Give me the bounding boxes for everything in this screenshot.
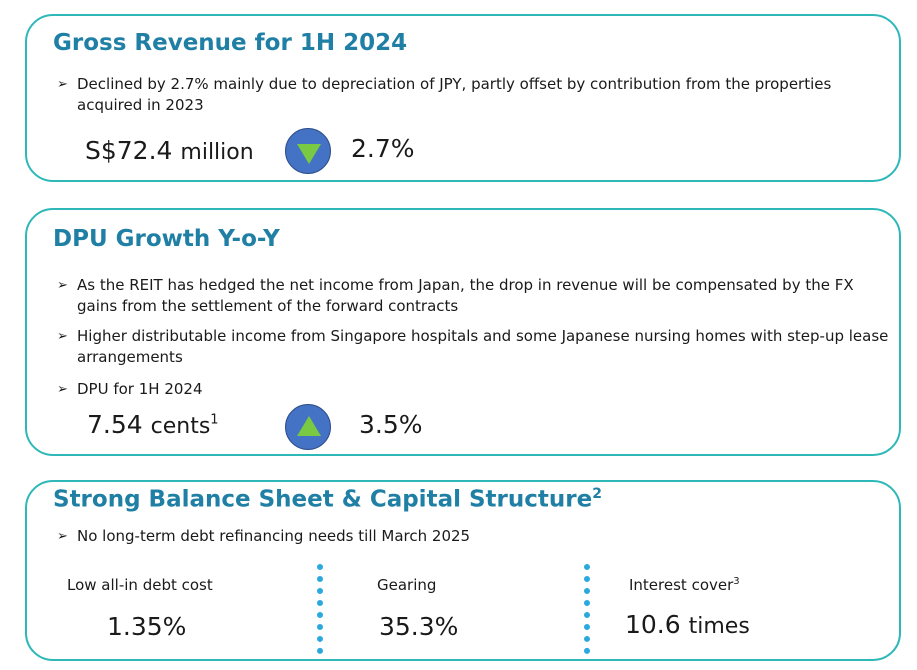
- gross-revenue-amount: S$72.4: [85, 136, 173, 165]
- triangle-down-icon: [297, 144, 321, 164]
- bullet-arrow-icon: ➢: [57, 278, 68, 293]
- dpu-amount: 7.54: [87, 410, 143, 439]
- bullet-arrow-icon: ➢: [57, 529, 68, 544]
- balance-sheet-title-text: Strong Balance Sheet & Capital Structure: [53, 486, 593, 513]
- balance-sheet-card: Strong Balance Sheet & Capital Structure…: [25, 480, 901, 661]
- metric-debt-cost-label: Low all-in debt cost: [67, 576, 213, 594]
- down-indicator: [285, 128, 331, 174]
- gross-revenue-change: 2.7%: [351, 134, 415, 163]
- gross-revenue-bullet: ➢ Declined by 2.7% mainly due to depreci…: [57, 74, 889, 116]
- gross-revenue-unit: million: [180, 140, 254, 165]
- bullet-arrow-icon: ➢: [57, 77, 68, 92]
- gross-revenue-bullet-text: Declined by 2.7% mainly due to depreciat…: [77, 75, 832, 114]
- up-indicator: [285, 404, 331, 450]
- dpu-bullet-1: ➢ As the REIT has hedged the net income …: [57, 275, 889, 317]
- metric-gearing-value: 35.3%: [379, 612, 459, 641]
- balance-sheet-bullet: ➢ No long-term debt refinancing needs ti…: [57, 526, 889, 547]
- dpu-growth-title: DPU Growth Y-o-Y: [53, 226, 280, 252]
- dpu-bullet-2: ➢ Higher distributable income from Singa…: [57, 326, 889, 368]
- dpu-bullet-3-text: DPU for 1H 2024: [77, 380, 203, 398]
- balance-sheet-title: Strong Balance Sheet & Capital Structure…: [53, 486, 602, 513]
- dpu-bullet-2-text: Higher distributable income from Singapo…: [77, 327, 889, 366]
- metric-debt-cost-value: 1.35%: [107, 612, 187, 641]
- dpu-bullet-3: ➢ DPU for 1H 2024: [57, 379, 889, 400]
- metric-interest-cover-number: 10.6: [625, 610, 681, 639]
- dpu-bullet-1-text: As the REIT has hedged the net income fr…: [77, 276, 854, 315]
- metric-interest-cover-label: Interest cover3: [629, 576, 740, 594]
- dpu-footnote: 1: [210, 412, 219, 428]
- metric-interest-cover-unit: times: [688, 614, 750, 639]
- metric-interest-cover-footnote: 3: [733, 576, 740, 587]
- metric-divider: [317, 564, 323, 654]
- metric-interest-cover-value: 10.6 times: [625, 610, 750, 639]
- balance-sheet-footnote: 2: [592, 486, 602, 502]
- bullet-arrow-icon: ➢: [57, 382, 68, 397]
- metric-gearing-label: Gearing: [377, 576, 437, 594]
- gross-revenue-card: Gross Revenue for 1H 2024 ➢ Declined by …: [25, 14, 901, 182]
- gross-revenue-value: S$72.4 million: [85, 136, 254, 165]
- balance-sheet-bullet-text: No long-term debt refinancing needs till…: [77, 527, 471, 545]
- gross-revenue-title: Gross Revenue for 1H 2024: [53, 30, 408, 56]
- dpu-change: 3.5%: [359, 410, 423, 439]
- metric-interest-cover-label-text: Interest cover: [629, 576, 734, 594]
- dpu-growth-card: DPU Growth Y-o-Y ➢ As the REIT has hedge…: [25, 208, 901, 456]
- bullet-arrow-icon: ➢: [57, 329, 68, 344]
- dpu-value: 7.54 cents1: [87, 410, 219, 439]
- triangle-up-icon: [297, 416, 321, 436]
- metric-divider: [584, 564, 590, 654]
- dpu-unit: cents: [150, 414, 211, 439]
